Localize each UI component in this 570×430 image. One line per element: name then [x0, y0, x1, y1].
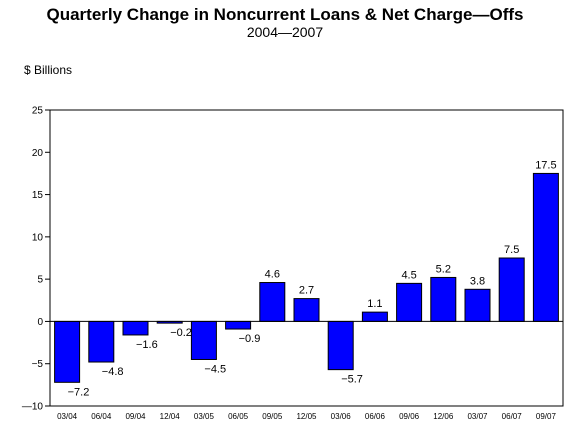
x-tick-label: 09/04 — [125, 412, 146, 421]
plot-frame — [49, 109, 564, 407]
y-axis-ticks: —10 −5 0 5 10 15 20 25 — [22, 106, 50, 413]
chart-title: Quarterly Change in Noncurrent Loans & N… — [46, 5, 524, 24]
y-tick-label: 20 — [32, 148, 44, 159]
data-label: 4.6 — [265, 269, 280, 281]
bar — [327, 320, 354, 371]
data-label: −0.2 — [170, 327, 192, 339]
data-label: −4.8 — [102, 366, 124, 378]
data-label: −4.5 — [204, 363, 226, 375]
y-tick-label: —10 — [22, 402, 44, 413]
x-tick-label: 03/06 — [331, 412, 352, 421]
bar — [498, 257, 525, 322]
data-label: 17.5 — [535, 159, 556, 171]
bar — [361, 311, 388, 322]
y-tick-label: 10 — [32, 232, 44, 243]
x-tick-label: 03/04 — [57, 412, 78, 421]
x-tick-label: 06/04 — [91, 412, 112, 421]
data-label: −0.9 — [239, 333, 261, 345]
data-label: 1.1 — [367, 298, 382, 310]
data-label: 3.8 — [470, 275, 485, 287]
bar — [88, 320, 115, 363]
y-tick-label: 0 — [37, 317, 43, 328]
y-axis-label: $ Billions — [24, 63, 73, 77]
bar — [122, 320, 149, 336]
bar — [430, 276, 457, 322]
y-tick-label: 25 — [32, 106, 44, 117]
x-tick-label: 06/07 — [502, 412, 523, 421]
data-label: 5.2 — [436, 263, 451, 275]
x-tick-label: 06/05 — [228, 412, 249, 421]
data-label: −1.6 — [136, 339, 158, 351]
chart-subtitle: 2004—2007 — [246, 24, 324, 40]
x-tick-label: 12/05 — [296, 412, 317, 421]
data-label: −7.2 — [68, 386, 90, 398]
data-label: 4.5 — [401, 269, 416, 281]
x-tick-label: 12/04 — [160, 412, 181, 421]
x-tick-label: 03/05 — [194, 412, 215, 421]
x-tick-label: 03/07 — [467, 412, 488, 421]
data-label: 7.5 — [504, 244, 519, 256]
y-tick-label: 5 — [37, 275, 43, 286]
x-tick-label: 12/06 — [433, 412, 454, 421]
bar — [54, 320, 81, 383]
x-tick-label: 09/07 — [536, 412, 557, 421]
bar — [396, 282, 423, 322]
bar — [464, 288, 491, 322]
y-tick-label: −5 — [32, 359, 44, 370]
x-tick-label: 09/06 — [399, 412, 420, 421]
bar — [225, 320, 252, 330]
bar — [532, 172, 559, 322]
x-tick-label: 09/05 — [262, 412, 283, 421]
data-label: −5.7 — [341, 374, 363, 386]
bar — [190, 320, 217, 360]
bar — [259, 282, 286, 322]
bar — [293, 298, 320, 322]
data-label: 2.7 — [299, 285, 314, 297]
x-tick-label: 06/06 — [365, 412, 386, 421]
data-labels: −7.2 −4.8 −1.6 −0.2 −4.5 −0.9 4.6 2.7 −5.7 1.1 4.5… — [68, 159, 557, 398]
y-tick-label: 15 — [32, 190, 44, 201]
bars — [54, 172, 559, 383]
x-axis-labels: 03/04 06/04 09/04 12/04 03/05 06/05 09/05 12/05… — [57, 412, 556, 421]
